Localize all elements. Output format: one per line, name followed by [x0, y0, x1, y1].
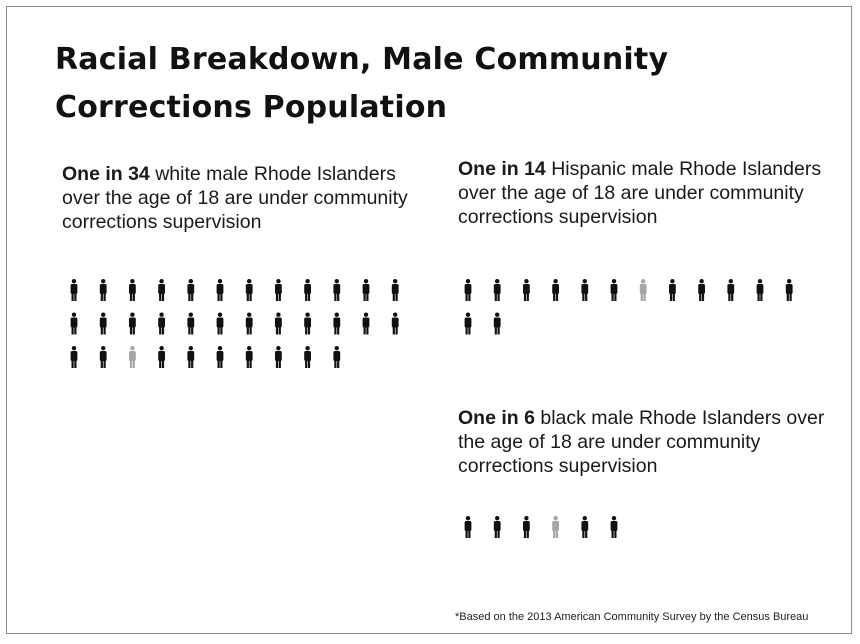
person-figure	[493, 516, 501, 538]
person-figure	[362, 312, 370, 335]
hispanic-pictogram	[464, 279, 793, 335]
title-line-1: Racial Breakdown, Male Community	[55, 42, 669, 77]
person-figure	[187, 279, 195, 301]
person-figure	[391, 279, 399, 301]
person-figure	[669, 279, 676, 301]
person-figure	[99, 312, 107, 335]
person-figure	[523, 279, 530, 301]
person-figure	[698, 279, 705, 301]
person-figure	[216, 312, 224, 335]
person-figure	[464, 312, 472, 335]
person-figure	[304, 346, 311, 368]
person-figure	[581, 516, 589, 538]
source-footnote: *Based on the 2013 American Community Su…	[455, 611, 809, 623]
person-figure	[493, 279, 501, 301]
person-figure	[70, 279, 78, 301]
white-pictogram	[70, 279, 399, 368]
person-figure-highlighted	[552, 516, 559, 538]
title-line-2: Corrections Population	[55, 90, 448, 125]
person-figure	[245, 312, 253, 335]
infographic-frame	[6, 6, 852, 634]
person-figure	[581, 279, 589, 301]
person-figure	[158, 279, 165, 301]
black-stat-rest: black male Rhode Islanders over the age …	[458, 407, 825, 477]
person-figure	[275, 279, 282, 301]
person-figure	[245, 279, 253, 301]
person-figure	[70, 312, 78, 335]
black-pictogram	[464, 516, 618, 538]
person-figure	[610, 516, 618, 538]
white-stat-rest: white male Rhode Islanders over the age …	[62, 163, 408, 233]
hispanic-stat-text: One in 14 Hispanic male Rhode Islanders …	[458, 157, 843, 229]
person-figure	[99, 346, 107, 368]
person-figure	[610, 279, 618, 301]
person-figure	[552, 279, 559, 301]
person-figure	[158, 312, 165, 335]
person-figure	[391, 312, 399, 335]
person-figure	[756, 279, 764, 301]
person-figure	[333, 312, 341, 335]
person-figure	[245, 346, 253, 368]
person-figure	[333, 346, 341, 368]
person-figure	[493, 312, 501, 335]
person-figure	[275, 346, 282, 368]
person-figure	[158, 346, 165, 368]
person-figure	[464, 279, 472, 301]
person-figure	[727, 279, 735, 301]
black-stat-text: One in 6 black male Rhode Islanders over…	[458, 406, 843, 478]
person-figure	[216, 279, 224, 301]
person-figure-highlighted	[639, 279, 647, 301]
person-figure	[187, 312, 195, 335]
person-figure	[216, 346, 224, 368]
person-figure	[785, 279, 793, 301]
hispanic-stat-rest: Hispanic male Rhode Islanders over the a…	[458, 158, 822, 228]
person-figure	[304, 312, 311, 335]
white-stat-lead: One in 34	[62, 163, 150, 185]
person-figure	[304, 279, 311, 301]
person-figure	[129, 279, 136, 301]
person-figure	[275, 312, 282, 335]
person-figure	[523, 516, 530, 538]
person-figure	[129, 312, 136, 335]
person-figure	[99, 279, 107, 301]
infographic-title: Racial Breakdown, Male Community Correct…	[55, 36, 815, 132]
hispanic-stat-lead: One in 14	[458, 158, 546, 180]
person-figure	[187, 346, 195, 368]
person-figure	[333, 279, 341, 301]
person-figure	[464, 516, 472, 538]
white-stat-text: One in 34 white male Rhode Islanders ove…	[62, 162, 437, 234]
person-figure	[70, 346, 78, 368]
person-figure-highlighted	[129, 346, 136, 368]
person-figure	[362, 279, 370, 301]
black-stat-lead: One in 6	[458, 407, 535, 429]
